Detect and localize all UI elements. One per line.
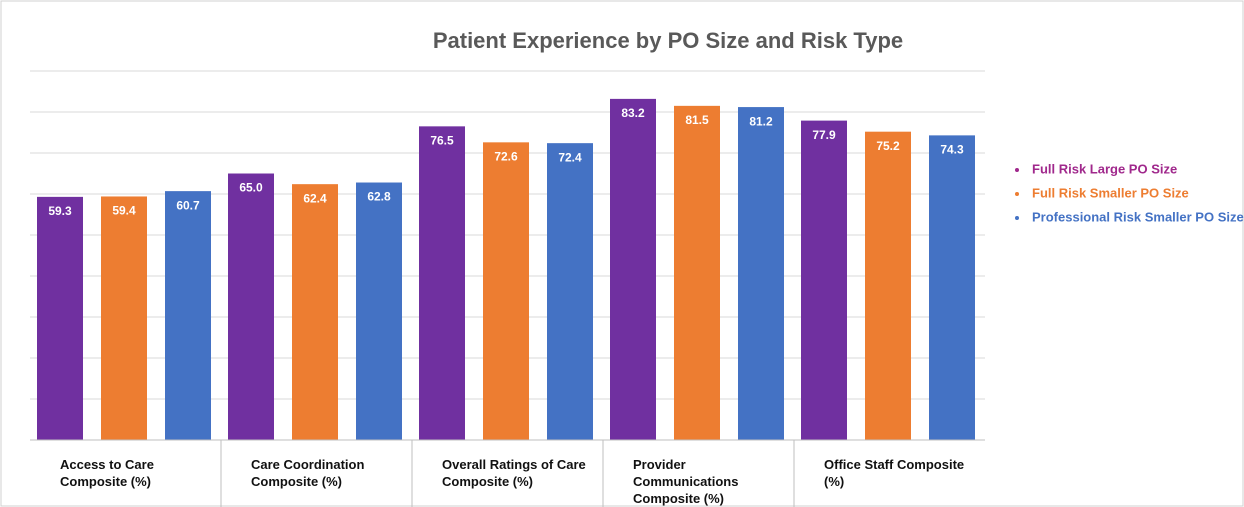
bar bbox=[37, 196, 83, 440]
legend-label: Professional Risk Smaller PO Size bbox=[1032, 209, 1244, 224]
chart-title: Patient Experience by PO Size and Risk T… bbox=[433, 28, 903, 53]
bar bbox=[419, 126, 465, 440]
value-label: 75.2 bbox=[876, 139, 900, 153]
value-label: 81.5 bbox=[685, 113, 709, 127]
bar bbox=[801, 120, 847, 441]
legend-label: Full Risk Large PO Size bbox=[1032, 161, 1177, 176]
value-label: 62.4 bbox=[303, 191, 327, 205]
bar bbox=[228, 173, 274, 440]
x-tick-label: Overall Ratings of Care Composite (%) bbox=[442, 457, 586, 489]
bar bbox=[610, 98, 656, 440]
legend-label: Full Risk Smaller PO Size bbox=[1032, 185, 1189, 200]
bar bbox=[356, 182, 402, 440]
bar bbox=[101, 196, 147, 440]
value-label: 76.5 bbox=[430, 134, 454, 148]
bar bbox=[547, 143, 593, 440]
bar bbox=[674, 105, 720, 440]
x-tick-label: Office Staff Composite (%) bbox=[824, 457, 965, 489]
bar bbox=[929, 135, 975, 440]
value-label: 60.7 bbox=[176, 198, 200, 212]
bar bbox=[865, 131, 911, 440]
bar bbox=[292, 184, 338, 440]
x-tick-label: Provider Communications Composite (%) bbox=[633, 457, 739, 506]
bar bbox=[165, 191, 211, 440]
value-label: 77.9 bbox=[812, 128, 836, 142]
legend-marker bbox=[1015, 192, 1019, 196]
x-tick-label: Care Coordination Composite (%) bbox=[251, 457, 365, 489]
value-label: 74.3 bbox=[940, 143, 964, 157]
value-label: 72.4 bbox=[558, 150, 582, 164]
value-label: 81.2 bbox=[749, 114, 773, 128]
bar bbox=[483, 142, 529, 440]
value-label: 62.8 bbox=[367, 190, 391, 204]
x-tick-label: Access to Care Composite (%) bbox=[60, 457, 154, 489]
bar bbox=[738, 107, 784, 440]
value-label: 65.0 bbox=[239, 181, 263, 195]
value-label: 59.3 bbox=[48, 204, 72, 218]
value-label: 59.4 bbox=[112, 204, 136, 218]
legend-marker bbox=[1015, 216, 1019, 220]
value-label: 83.2 bbox=[621, 106, 645, 120]
legend-marker bbox=[1015, 168, 1019, 172]
value-label: 72.6 bbox=[494, 150, 518, 164]
